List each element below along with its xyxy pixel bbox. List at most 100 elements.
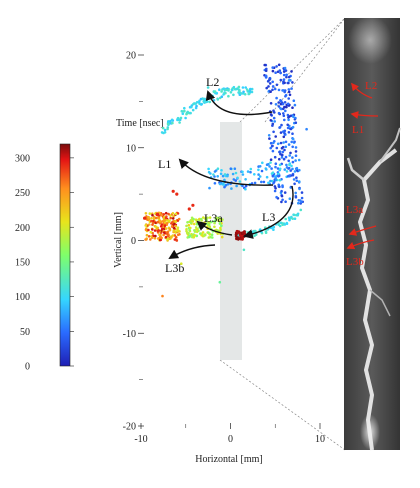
scatter-point (235, 237, 239, 241)
scatter-point (217, 219, 220, 223)
scatter-point (273, 87, 277, 91)
scatter-point (287, 216, 291, 219)
photo-labels: L2 L1 L3a L3b (346, 80, 377, 268)
scatter-point (212, 173, 215, 176)
scatter-point (276, 70, 280, 74)
scatter-point (284, 200, 287, 203)
scatter-point (283, 148, 286, 152)
scatter-point (277, 111, 281, 115)
scatter-point (265, 163, 269, 166)
scatter-point (161, 294, 164, 298)
scatter-point (274, 165, 277, 169)
scatter-point (160, 229, 163, 232)
scatter-point (144, 212, 148, 215)
scatter-point (295, 176, 298, 179)
scatter-point (243, 93, 247, 96)
scatter-point (249, 87, 252, 91)
scatter-point (275, 146, 279, 150)
scatter-point (257, 173, 260, 176)
scatter-point (244, 184, 248, 188)
scatter-point (236, 176, 239, 180)
scatter-point (171, 121, 174, 125)
scatter-point (257, 177, 261, 181)
scatter-point (199, 97, 203, 101)
arrow-L3a (196, 220, 233, 236)
scatter-point (186, 221, 189, 224)
scatter-point (277, 88, 281, 92)
scatter-point (229, 167, 233, 170)
scatter-point (145, 233, 149, 237)
scatter-point (174, 220, 177, 223)
scatter-point (163, 231, 166, 234)
scatter-point (206, 95, 210, 98)
scatter-point (272, 116, 276, 120)
scatter-point (194, 102, 197, 105)
scatter-point (177, 217, 181, 221)
scatter-point (220, 169, 223, 172)
scatter-point (262, 180, 266, 184)
scatter-point (269, 119, 273, 122)
colorbar-tick-label: 300 (15, 153, 30, 164)
scatter-point (164, 227, 168, 230)
scatter-point (264, 230, 268, 233)
scatter-point (213, 219, 217, 223)
scatter-point (178, 121, 181, 124)
scatter-point (214, 217, 218, 221)
scatter-point (265, 86, 269, 90)
scatter-point (285, 163, 288, 167)
scatter-point (216, 232, 219, 235)
scatter-point (277, 105, 281, 108)
scatter-point (156, 220, 160, 224)
scatter-point (166, 219, 169, 222)
scatter-point (293, 170, 297, 173)
scatter-point (195, 230, 199, 234)
scatter-point (181, 112, 185, 115)
scatter-point (288, 218, 291, 222)
scatter-point (287, 81, 290, 85)
scatter-point (289, 169, 293, 172)
scatter-point (288, 163, 291, 167)
scatter-point (206, 216, 209, 220)
scatter-point (192, 222, 196, 226)
scatter-point (264, 74, 268, 78)
scatter-point (291, 160, 295, 164)
scatter-point (286, 102, 290, 106)
scatter-point (218, 88, 221, 91)
scatter-point (298, 168, 301, 172)
scatter-point (199, 232, 202, 235)
colorbar-tick-label: 100 (15, 292, 30, 303)
scatter-point (297, 201, 300, 205)
scatter-point (267, 90, 271, 93)
scatter-point (169, 214, 172, 217)
scatter-point (223, 185, 226, 189)
scatter-point (220, 90, 223, 93)
scatter-point (253, 173, 256, 176)
scatter-point (291, 125, 295, 129)
photo-label-L3b: L3b (346, 256, 364, 268)
photo-label-L3a: L3a (346, 204, 363, 216)
scatter-point (268, 137, 271, 140)
scatter-point (193, 234, 196, 237)
photo-label-L2: L2 (365, 80, 377, 92)
scatter-point (294, 195, 298, 199)
scatter-point (232, 85, 236, 89)
scatter-point (149, 238, 152, 241)
scatter-point (292, 213, 295, 216)
scatter-point (207, 170, 211, 174)
scatter-point (269, 161, 272, 164)
scatter-point (287, 131, 291, 134)
scatter-point (274, 135, 278, 138)
colorbar-tick-label: 150 (15, 257, 30, 268)
scatter-point (143, 216, 147, 220)
scatter-point (162, 213, 166, 216)
colorbar-tick-label: 0 (25, 362, 30, 373)
scatter-point (253, 234, 256, 237)
scatter-point (223, 173, 227, 176)
scatter-point (295, 166, 299, 170)
scatter-point (150, 235, 153, 238)
scatter-point (287, 97, 291, 100)
scatter-point (225, 88, 229, 92)
scatter-point (232, 178, 236, 181)
scatter-point (268, 82, 272, 85)
scatter-point (283, 101, 287, 104)
